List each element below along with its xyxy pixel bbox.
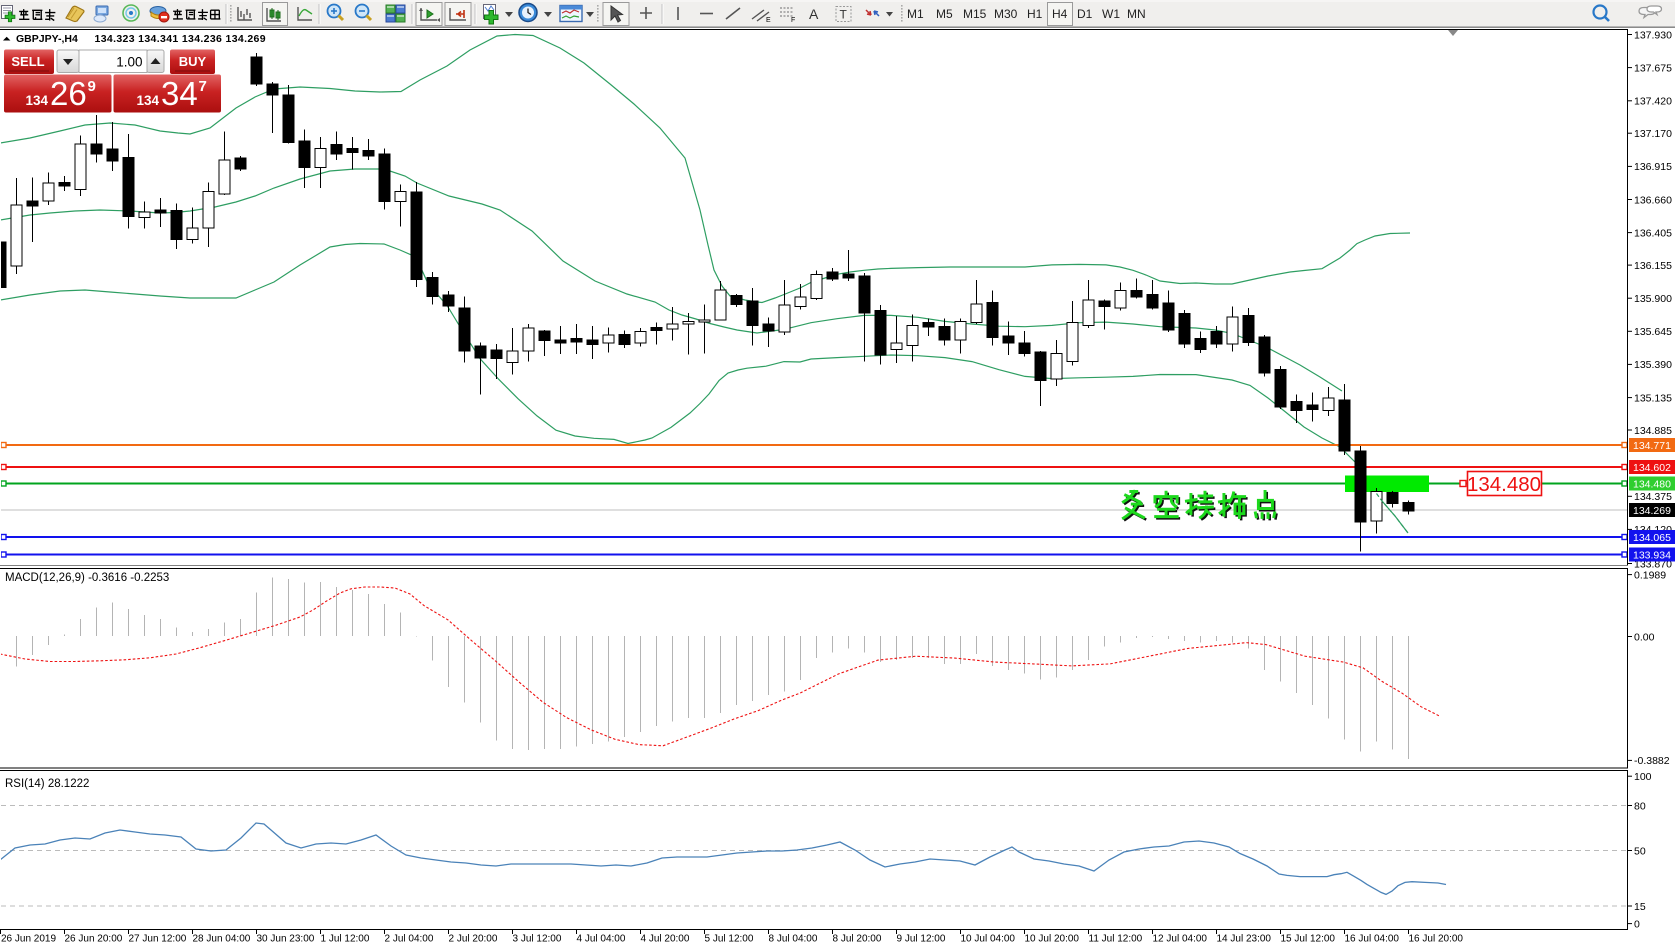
svg-text:M15: M15 [963,7,987,21]
svg-text:D1: D1 [1077,7,1093,21]
svg-text:136.405: 136.405 [1634,227,1672,239]
svg-text:MN: MN [1127,7,1146,21]
svg-text:100: 100 [1634,771,1652,783]
svg-text:0.1989: 0.1989 [1634,569,1666,581]
svg-text:8 Jul 20:00: 8 Jul 20:00 [833,934,882,945]
svg-text:11 Jul 12:00: 11 Jul 12:00 [1089,934,1143,945]
svg-text:136.155: 136.155 [1634,260,1672,272]
svg-text:10 Jul 04:00: 10 Jul 04:00 [961,934,1016,945]
svg-text:H1: H1 [1027,7,1043,21]
svg-text:SELL: SELL [11,54,44,69]
svg-text:134.375: 134.375 [1634,491,1672,503]
svg-text:0.00: 0.00 [1634,631,1655,643]
svg-text:80: 80 [1634,800,1646,812]
svg-text:8 Jul 04:00: 8 Jul 04:00 [769,934,818,945]
svg-text:134.269: 134.269 [1633,505,1671,517]
svg-text:F: F [791,17,795,24]
svg-text:135.135: 135.135 [1634,392,1672,404]
svg-text:134: 134 [25,93,48,108]
svg-text:134.480: 134.480 [1467,473,1541,496]
svg-text:GBPJPY-,H4: GBPJPY-,H4 [16,33,78,45]
svg-text:137.170: 137.170 [1634,128,1672,140]
svg-text:135.645: 135.645 [1634,326,1672,338]
svg-text:-0.3882: -0.3882 [1634,755,1670,767]
svg-text:15: 15 [1634,901,1646,913]
svg-text:1 Jul 12:00: 1 Jul 12:00 [321,934,370,945]
svg-text:MACD(12,26,9) -0.3616 -0.2253: MACD(12,26,9) -0.3616 -0.2253 [5,572,169,584]
svg-text:27 Jun 12:00: 27 Jun 12:00 [129,934,187,945]
svg-text:10 Jul 20:00: 10 Jul 20:00 [1025,934,1080,945]
svg-text:BUY: BUY [179,54,207,69]
svg-text:26 Jun 20:00: 26 Jun 20:00 [65,934,123,945]
svg-text:2 Jul 04:00: 2 Jul 04:00 [385,934,434,945]
svg-text:134.771: 134.771 [1633,440,1671,452]
svg-text:16 Jul 20:00: 16 Jul 20:00 [1409,934,1464,945]
svg-text:135.390: 135.390 [1634,359,1672,371]
svg-text:26: 26 [50,75,87,112]
svg-text:M30: M30 [994,7,1018,21]
svg-text:136.915: 136.915 [1634,161,1672,173]
svg-text:7: 7 [199,78,207,95]
svg-text:5 Jul 12:00: 5 Jul 12:00 [705,934,754,945]
svg-text:137.930: 137.930 [1634,29,1672,41]
svg-text:H4: H4 [1052,7,1068,21]
svg-text:134.065: 134.065 [1633,532,1671,544]
svg-text:RSI(14) 28.1222: RSI(14) 28.1222 [5,778,89,790]
svg-text:50: 50 [1634,845,1646,857]
svg-text:W1: W1 [1102,7,1120,21]
svg-text:3 Jul 12:00: 3 Jul 12:00 [513,934,562,945]
svg-text:9 Jul 12:00: 9 Jul 12:00 [897,934,946,945]
svg-text:A: A [809,6,819,22]
svg-text:14 Jul 23:00: 14 Jul 23:00 [1217,934,1272,945]
svg-text:137.420: 137.420 [1634,96,1672,108]
svg-text:34: 34 [161,75,198,112]
svg-text:15 Jul 12:00: 15 Jul 12:00 [1281,934,1336,945]
svg-text:12 Jul 04:00: 12 Jul 04:00 [1153,934,1208,945]
svg-text:2 Jul 20:00: 2 Jul 20:00 [449,934,498,945]
svg-text:4 Jul 04:00: 4 Jul 04:00 [577,934,626,945]
svg-text:30 Jun 23:00: 30 Jun 23:00 [257,934,315,945]
svg-text:28 Jun 04:00: 28 Jun 04:00 [193,934,251,945]
svg-text:4 Jul 20:00: 4 Jul 20:00 [641,934,690,945]
svg-text:26 Jun 2019: 26 Jun 2019 [1,934,56,945]
svg-text:134.602: 134.602 [1633,462,1671,474]
svg-text:T: T [840,8,848,22]
svg-text:M5: M5 [936,7,953,21]
svg-text:134.480: 134.480 [1633,478,1671,490]
svg-text:16 Jul 04:00: 16 Jul 04:00 [1345,934,1400,945]
svg-text:134.885: 134.885 [1634,425,1672,437]
svg-text:0: 0 [1634,918,1640,930]
svg-text:133.934: 133.934 [1633,549,1671,561]
svg-text:E: E [766,17,771,24]
svg-text:1.00: 1.00 [116,55,142,70]
svg-text:134: 134 [136,93,159,108]
svg-text:9: 9 [88,78,96,95]
svg-text:137.675: 137.675 [1634,62,1672,74]
svg-text:135.900: 135.900 [1634,293,1672,305]
svg-text:136.660: 136.660 [1634,194,1672,206]
svg-text:M1: M1 [907,7,924,21]
svg-text:134.323 134.341 134.236 134.26: 134.323 134.341 134.236 134.269 [95,33,266,45]
